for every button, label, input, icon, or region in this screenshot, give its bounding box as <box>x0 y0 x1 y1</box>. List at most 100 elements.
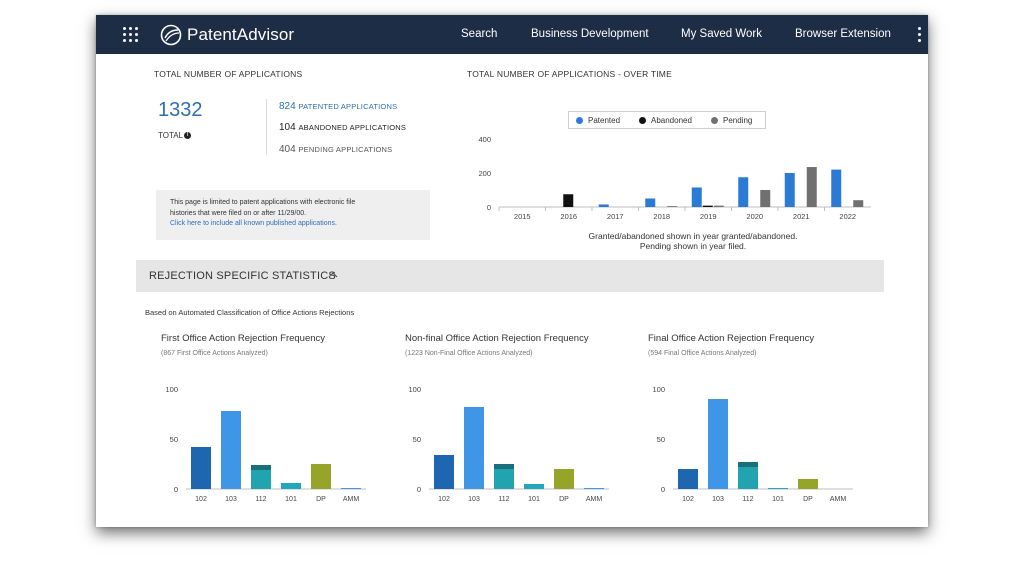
first-oa-x-tick: DP <box>316 496 326 503</box>
data-scope-note: This page is limited to patent applicati… <box>156 190 430 240</box>
over-time-x-tick: 2022 <box>839 212 856 221</box>
nav-search[interactable]: Search <box>461 28 498 40</box>
rejection-section-title: Rejection Specific Statistics <box>149 270 336 282</box>
total-label-text: Total <box>158 131 184 140</box>
over-time-bar-pending <box>667 206 678 207</box>
over-time-bar-patented <box>645 198 656 207</box>
legend-patented-swatch <box>576 117 583 124</box>
over-time-x-tick: 2020 <box>746 212 763 221</box>
nav-browser-extension[interactable]: Browser Extension <box>795 28 891 40</box>
first-oa-x-tick: AMM <box>343 496 360 503</box>
over-time-bar-patented <box>784 173 795 207</box>
legend-abandoned[interactable]: Abandoned <box>639 116 692 125</box>
over-time-bar-patented <box>831 169 842 207</box>
over-time-x-tick: 2017 <box>607 212 624 221</box>
over-time-y-tick: 200 <box>478 169 491 178</box>
over-time-legend: Patented Abandoned Pending <box>568 111 766 129</box>
first-oa-bar <box>311 464 331 489</box>
stat-pending[interactable]: 404 Pending Applications <box>279 144 392 155</box>
over-time-bar-patented <box>738 177 749 207</box>
nav-business-development[interactable]: Business Development <box>531 28 649 40</box>
nonfinal-oa-chart-title: Non-final Office Action Rejection Freque… <box>405 333 589 344</box>
brand-name[interactable]: PatentAdvisor <box>187 25 295 44</box>
nonfinal-oa-x-tick: 103 <box>468 496 480 503</box>
final-oa-bar <box>708 399 728 489</box>
more-menu-icon[interactable] <box>918 27 922 43</box>
first-oa-x-tick: 102 <box>195 496 207 503</box>
final-oa-x-tick: AMM <box>830 496 847 503</box>
final-oa-y-tick: 50 <box>657 435 665 444</box>
final-oa-bar-chart: 0 50 100 102 103 112 101 DP AMM <box>652 385 853 503</box>
app-grid-icon[interactable] <box>123 27 139 43</box>
over-time-x-tick: 2016 <box>560 212 577 221</box>
first-oa-chart-subtitle: (867 First Office Actions Analyzed) <box>161 350 268 357</box>
final-oa-x-tick: 103 <box>712 496 724 503</box>
legend-pending[interactable]: Pending <box>711 116 752 125</box>
stat-pending-label: Pending Applications <box>298 145 393 154</box>
stat-abandoned[interactable]: 104 Abandoned Applications <box>279 122 406 133</box>
nonfinal-oa-bar-cap <box>494 464 514 469</box>
first-oa-bar <box>221 411 241 489</box>
first-oa-y-tick: 0 <box>174 485 178 494</box>
rejection-section-header[interactable]: Rejection Specific Statistics <box>136 260 884 292</box>
nonfinal-oa-x-tick: 112 <box>498 496 509 503</box>
first-oa-x-tick: 101 <box>285 496 297 503</box>
legend-abandoned-label: Abandoned <box>651 116 692 125</box>
final-oa-bar-cap <box>738 462 758 467</box>
nonfinal-oa-bar-chart: 0 50 100 102 103 112 101 DP AMM <box>408 385 609 503</box>
nav-my-saved-work[interactable]: My Saved Work <box>681 28 762 40</box>
final-oa-chart-subtitle: (594 Final Office Actions Analyzed) <box>648 350 757 357</box>
stat-pending-value: 404 <box>279 144 296 155</box>
top-navbar: PatentAdvisor Search Business Developmen… <box>96 15 928 54</box>
stat-abandoned-value: 104 <box>279 122 296 133</box>
totals-section-title: Total Number of Applications <box>154 69 303 79</box>
final-oa-x-tick: DP <box>803 496 813 503</box>
first-oa-x-tick: 112 <box>255 496 266 503</box>
over-time-x-tick: 2015 <box>514 212 531 221</box>
over-time-bar-pending <box>853 200 864 207</box>
final-oa-bar <box>678 469 698 489</box>
note-line-2: histories that were filed on or after 11… <box>170 209 307 217</box>
chevron-up-icon[interactable] <box>328 271 338 279</box>
over-time-y-tick: 400 <box>478 135 491 144</box>
classification-note: Based on Automated Classification of Off… <box>145 308 355 317</box>
stat-patented[interactable]: 824 Patented Applications <box>279 101 397 112</box>
nonfinal-oa-bar <box>494 464 514 489</box>
nonfinal-oa-y-tick: 0 <box>417 485 421 494</box>
nonfinal-oa-x-tick: AMM <box>586 496 603 503</box>
final-oa-x-tick: 101 <box>772 496 784 503</box>
stats-divider <box>266 99 267 155</box>
over-time-x-tick: 2019 <box>700 212 717 221</box>
legend-patented[interactable]: Patented <box>576 116 620 125</box>
legend-pending-swatch <box>711 117 718 124</box>
nonfinal-oa-x-tick: DP <box>559 496 569 503</box>
nonfinal-oa-x-tick: 102 <box>438 496 450 503</box>
first-oa-bar <box>251 465 271 489</box>
over-time-bar-pending <box>760 190 771 207</box>
note-line-1: This page is limited to patent applicati… <box>170 199 356 206</box>
nonfinal-oa-y-tick: 50 <box>413 435 421 444</box>
final-oa-y-tick: 0 <box>661 485 665 494</box>
first-oa-x-tick: 103 <box>225 496 237 503</box>
first-oa-bar <box>281 483 301 489</box>
over-time-bar-pending <box>806 167 817 207</box>
over-time-y-tick: 0 <box>487 203 491 212</box>
first-oa-bar-cap <box>251 465 271 470</box>
final-oa-x-tick: 102 <box>682 496 694 503</box>
legend-pending-label: Pending <box>723 116 753 125</box>
nonfinal-oa-bar <box>554 469 574 489</box>
first-oa-y-tick: 100 <box>165 385 178 394</box>
over-time-bar-patented <box>598 204 609 207</box>
nonfinal-oa-bar <box>434 455 454 489</box>
brand-logo-icon[interactable] <box>160 24 182 46</box>
info-icon[interactable]: i <box>184 132 192 139</box>
total-applications-value: 1332 <box>158 99 203 121</box>
first-oa-chart-title: First Office Action Rejection Frequency <box>161 333 326 344</box>
include-all-link[interactable]: Click here to include all known publishe… <box>170 220 337 227</box>
over-time-x-tick: 2021 <box>793 212 810 221</box>
final-oa-x-tick: 112 <box>742 496 753 503</box>
over-time-bar-abandoned <box>563 194 574 207</box>
app-window: PatentAdvisor Search Business Developmen… <box>96 15 928 527</box>
final-oa-bar <box>768 488 788 489</box>
nonfinal-oa-bar <box>524 484 544 489</box>
